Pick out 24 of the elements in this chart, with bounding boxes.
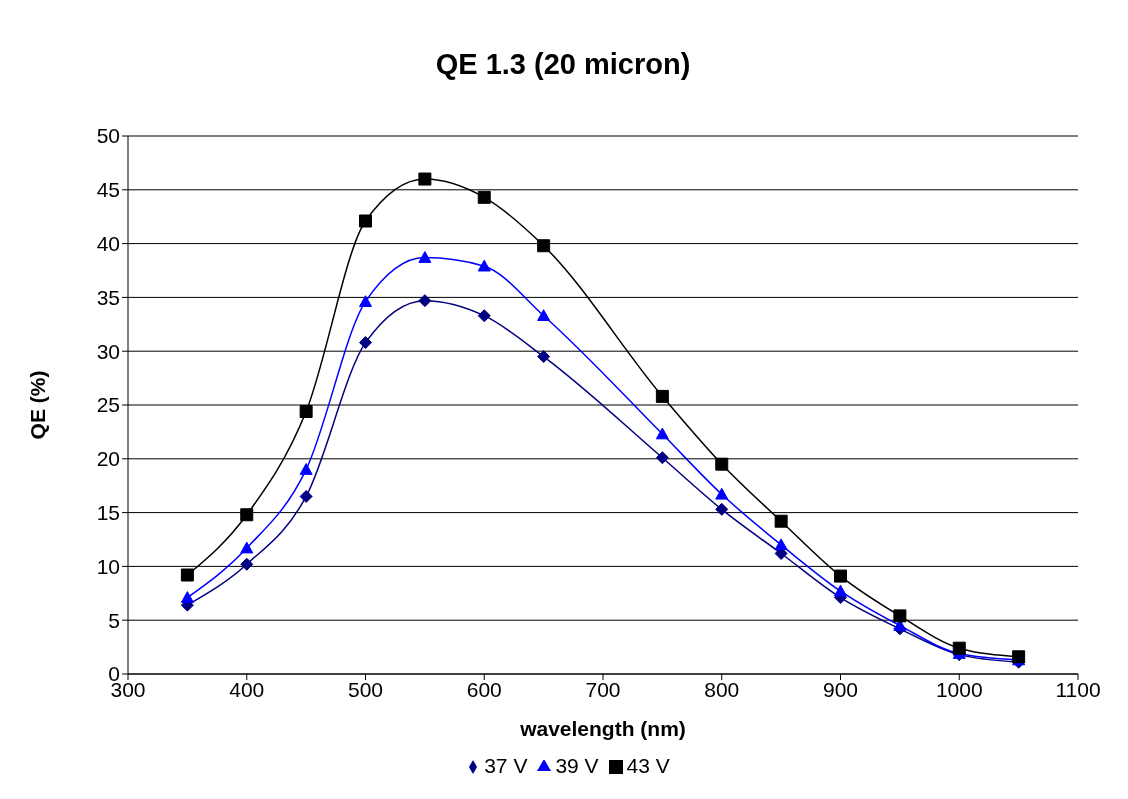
x-tick-label: 900 — [822, 677, 859, 701]
x-axis-title: wavelength (nm) — [519, 717, 686, 740]
y-tick-label: 15 — [96, 501, 120, 525]
y-tick-label: 45 — [96, 178, 120, 202]
y-tick-label: 40 — [96, 232, 120, 256]
y-tick-label: 35 — [96, 285, 120, 309]
x-tick-label: 1100 — [1055, 677, 1101, 701]
y-tick-label: 10 — [96, 554, 120, 578]
legend-label: 37 V — [484, 754, 528, 777]
legend-label: 43 V — [626, 754, 670, 777]
y-tick-label: 20 — [96, 447, 120, 471]
y-axis-title: QE (%) — [26, 370, 50, 440]
y-tick-label: 5 — [108, 608, 120, 632]
y-tick-label: 50 — [96, 124, 120, 148]
x-tick-label: 800 — [704, 677, 740, 701]
chart-title: QE 1.3 (20 micron) — [434, 48, 692, 81]
legend-label: 39 V — [555, 754, 599, 777]
x-tick-label: 400 — [229, 677, 265, 701]
x-tick-label: 1000 — [935, 677, 983, 701]
x-tick-label: 600 — [466, 677, 502, 701]
y-tick-label: 25 — [96, 393, 120, 417]
x-tick-label: 700 — [585, 677, 621, 701]
x-tick-label: 500 — [347, 677, 384, 701]
y-tick-label: 30 — [96, 339, 120, 363]
